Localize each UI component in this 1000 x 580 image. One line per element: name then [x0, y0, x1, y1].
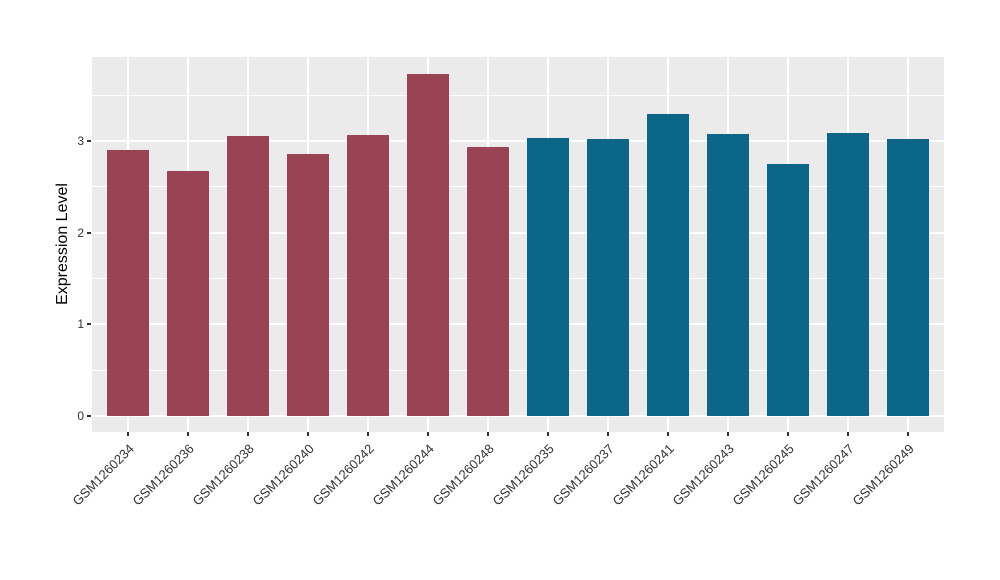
bar-GSM1260237	[587, 139, 629, 416]
x-tick-label: GSM1260249	[849, 441, 917, 509]
bar-GSM1260238	[227, 136, 269, 416]
gridline-minor-h	[92, 369, 944, 371]
x-tick-mark	[847, 432, 849, 436]
bar-GSM1260236	[167, 171, 209, 416]
plot-panel	[92, 57, 944, 432]
y-tick-label: 3	[77, 133, 84, 148]
bar-GSM1260241	[647, 113, 689, 416]
x-tick-mark	[547, 432, 549, 436]
x-tick-mark	[127, 432, 129, 436]
x-tick-label: GSM1260244	[369, 441, 437, 509]
gridline-minor-h	[92, 186, 944, 188]
gridline-major-h	[92, 323, 944, 326]
bar-GSM1260234	[107, 150, 149, 416]
x-tick-label: GSM1260238	[189, 441, 257, 509]
x-tick-mark	[607, 432, 609, 436]
y-tick-mark	[87, 415, 91, 417]
x-tick-mark	[187, 432, 189, 436]
gridline-major-h	[92, 139, 944, 142]
x-tick-label: GSM1260247	[789, 441, 857, 509]
x-tick-label: GSM1260248	[429, 441, 497, 509]
x-tick-label: GSM1260235	[489, 441, 557, 509]
x-tick-mark	[487, 432, 489, 436]
y-tick-mark	[87, 323, 91, 326]
x-tick-mark	[307, 432, 309, 436]
bar-GSM1260247	[827, 132, 869, 416]
x-tick-mark	[907, 432, 909, 436]
bar-GSM1260235	[527, 138, 569, 416]
y-tick-mark	[87, 139, 91, 142]
bar-GSM1260248	[467, 147, 509, 416]
bar-GSM1260245	[767, 163, 809, 416]
y-tick-label: 1	[77, 317, 84, 332]
x-tick-label: GSM1260240	[249, 441, 317, 509]
x-tick-mark	[247, 432, 249, 436]
x-tick-label: GSM1260242	[309, 441, 377, 509]
x-tick-mark	[727, 432, 729, 436]
x-tick-label: GSM1260243	[669, 441, 737, 509]
gridline-major-h	[92, 415, 944, 417]
bar-GSM1260244	[407, 74, 449, 416]
x-tick-label: GSM1260241	[609, 441, 677, 509]
y-axis-title: Expression Level	[54, 183, 71, 305]
bar-GSM1260243	[707, 133, 749, 416]
gridline-minor-h	[92, 94, 944, 96]
bar-GSM1260240	[287, 153, 329, 416]
x-tick-mark	[427, 432, 429, 436]
y-tick-label: 0	[77, 409, 84, 423]
x-tick-label: GSM1260236	[129, 441, 197, 509]
y-tick-label: 2	[77, 225, 84, 240]
gridline-major-h	[92, 231, 944, 234]
x-tick-mark	[787, 432, 789, 436]
x-tick-label: GSM1260245	[729, 441, 797, 509]
bar-GSM1260249	[887, 139, 929, 416]
x-tick-mark	[367, 432, 369, 436]
x-tick-label: GSM1260237	[549, 441, 617, 509]
gridline-minor-h	[92, 277, 944, 279]
bar-GSM1260242	[347, 134, 389, 416]
x-tick-label: GSM1260234	[69, 441, 137, 509]
x-tick-mark	[667, 432, 669, 436]
y-tick-mark	[87, 231, 91, 234]
